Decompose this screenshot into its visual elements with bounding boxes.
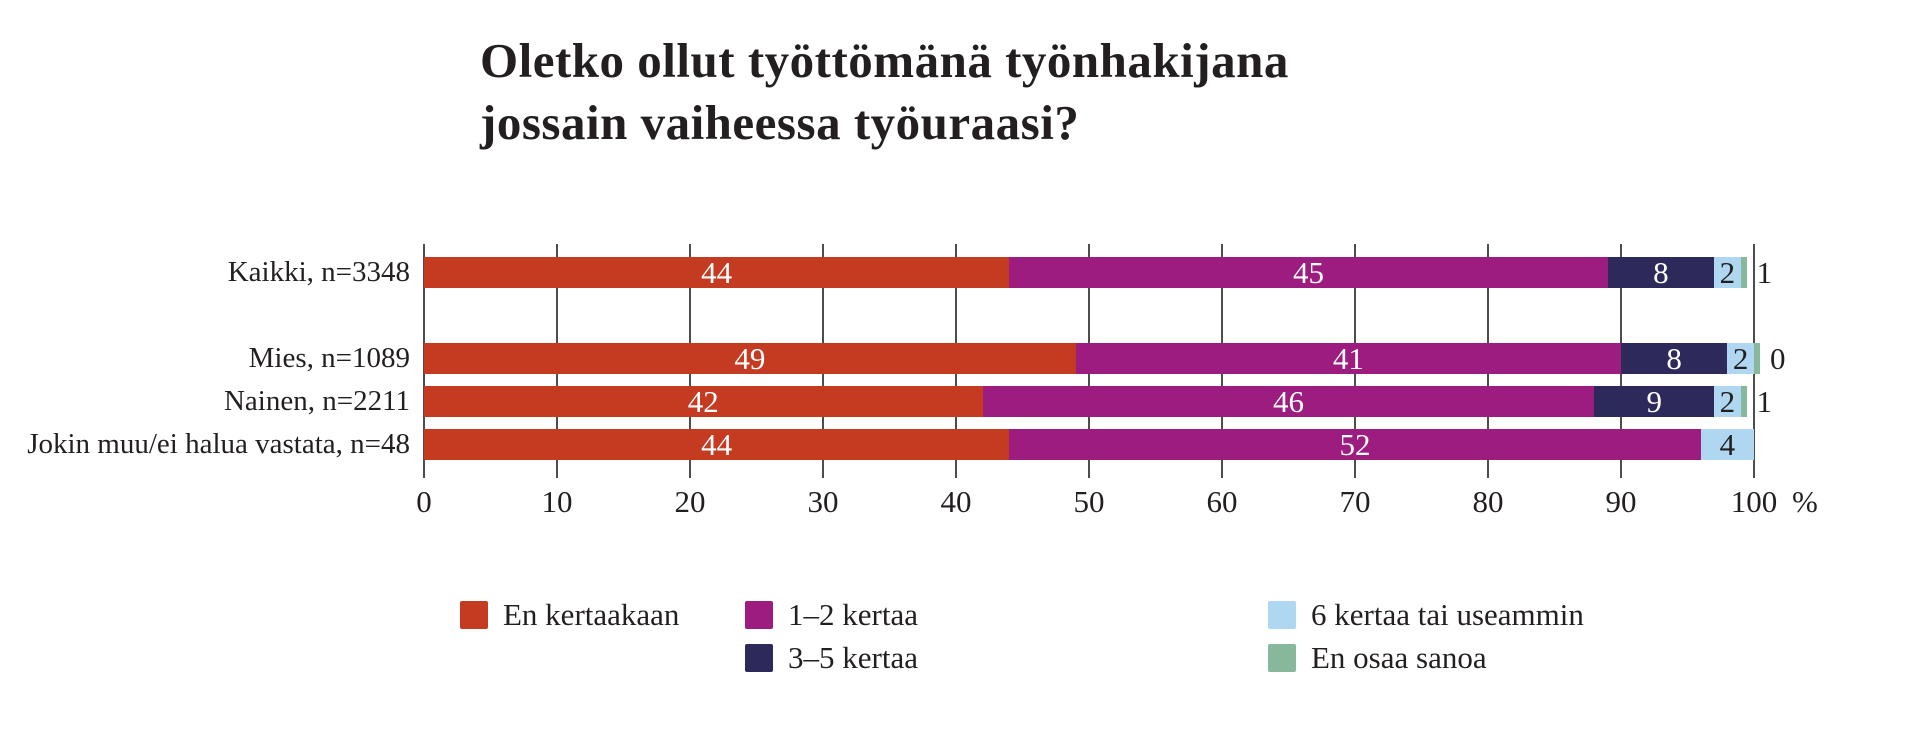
x-axis-tick-label: 70 <box>1339 484 1371 519</box>
bar-segment-en-kertaakaan: 44 <box>424 255 1010 290</box>
chart-title-line-1: Oletko ollut työttömänä työnhakijana <box>480 33 1289 88</box>
x-axis-tick-label: 80 <box>1472 484 1504 519</box>
bar-segment-en-osaa-sanoa <box>1740 386 1747 417</box>
bar-value-label: 52 <box>1339 427 1371 462</box>
bar-segment-1-2-kertaa: 41 <box>1075 341 1621 376</box>
legend-item-en-osaa-sanoa: En osaa sanoa <box>1268 640 1487 676</box>
legend-swatch-3-5-kertaa <box>745 644 773 672</box>
bar-value-label: 45 <box>1292 255 1324 290</box>
x-axis-tick-label: 50 <box>1073 484 1105 519</box>
bar-value-label: 44 <box>701 255 733 290</box>
legend-swatch-1-2-kertaa <box>745 601 773 629</box>
x-axis-tick-label: 60 <box>1206 484 1238 519</box>
legend-swatch-en-kertaakaan <box>460 601 488 629</box>
x-axis-tick-label: 30 <box>807 484 839 519</box>
legend-item-1-2-kertaa: 1–2 kertaa <box>745 597 918 633</box>
bar-segment-1-2-kertaa: 46 <box>982 384 1595 419</box>
bar-value-label: 2 <box>1719 255 1736 290</box>
bar-segment-1-2-kertaa: 45 <box>1009 257 1608 288</box>
x-axis-tick-label: 100 <box>1730 484 1778 519</box>
chart-title: Oletko ollut työttömänä työnhakijana jos… <box>480 30 1289 153</box>
bar-row: 49 41 8 2 0 <box>424 343 1785 374</box>
bar-segment-3-5-kertaa: 8 <box>1607 255 1715 290</box>
bar-value-label: 42 <box>687 384 719 419</box>
bar-segment-3-5-kertaa: 8 <box>1620 341 1728 376</box>
bar-segment-3-5-kertaa: 9 <box>1594 384 1715 419</box>
bar-segment-en-kertaakaan: 44 <box>424 427 1010 462</box>
legend-label: En osaa sanoa <box>1311 640 1487 675</box>
bar-row: 42 46 9 2 1 <box>424 386 1772 417</box>
category-label: Mies, n=1089 <box>248 342 410 374</box>
legend-label: 3–5 kertaa <box>788 640 918 675</box>
bar-value-label: 8 <box>1666 341 1682 376</box>
bar-segment-en-kertaakaan: 42 <box>424 386 983 417</box>
legend-label: 1–2 kertaa <box>788 597 918 632</box>
category-label: Jokin muu/ei halua vastata, n=48 <box>27 428 410 460</box>
x-axis-tick-label: 20 <box>674 484 706 519</box>
legend-item-en-kertaakaan: En kertaakaan <box>460 597 679 633</box>
legend-label: En kertaakaan <box>503 597 680 632</box>
legend-label: 6 kertaa tai useammin <box>1311 597 1584 632</box>
legend-swatch-en-osaa-sanoa <box>1268 644 1296 672</box>
x-axis-tick-label: 0 <box>416 484 432 519</box>
bar-segment-1-2-kertaa: 52 <box>1009 429 1701 460</box>
bar-value-label: 2 <box>1719 384 1736 419</box>
bar-value-label: 9 <box>1646 384 1662 419</box>
chart-title-line-2: jossain vaiheessa työuraasi? <box>480 94 1080 150</box>
bar-segment-en-osaa-sanoa <box>1740 257 1747 288</box>
x-axis-tick-label: 10 <box>541 484 573 519</box>
x-axis-unit-label: % <box>1792 484 1818 519</box>
bar-segment-6-kertaa-tai-useammin: 2 <box>1714 257 1741 288</box>
bar-segment-en-osaa-sanoa <box>1753 343 1760 374</box>
bar-segment-6-kertaa-tai-useammin: 2 <box>1727 343 1754 374</box>
x-axis-tick-label: 40 <box>940 484 972 519</box>
bar-value-label: 8 <box>1653 255 1669 290</box>
legend-item-3-5-kertaa: 3–5 kertaa <box>745 640 918 676</box>
bar-outside-value-label: 0 <box>1769 341 1786 376</box>
bar-value-label: 4 <box>1719 427 1736 462</box>
bar-value-label: 46 <box>1272 384 1304 419</box>
bar-segment-en-kertaakaan: 49 <box>424 343 1076 374</box>
bar-segment-6-kertaa-tai-useammin: 2 <box>1714 386 1741 417</box>
bar-value-label: 2 <box>1732 341 1749 376</box>
bar-outside-value-label: 1 <box>1756 255 1773 290</box>
legend-swatch-6-kertaa-tai-useammin <box>1268 601 1296 629</box>
legend-item-6-kertaa-tai-useammin: 6 kertaa tai useammin <box>1268 597 1584 633</box>
x-axis-tick-label: 90 <box>1605 484 1637 519</box>
bar-outside-value-label: 1 <box>1756 384 1773 419</box>
bar-value-label: 44 <box>701 427 733 462</box>
bar-row: 44 45 8 2 1 <box>424 257 1772 288</box>
bar-value-label: 41 <box>1332 341 1364 376</box>
category-label: Kaikki, n=3348 <box>227 256 410 288</box>
bar-row: 44 52 4 <box>424 429 1754 460</box>
bar-segment-6-kertaa-tai-useammin: 4 <box>1700 427 1754 462</box>
bar-value-label: 49 <box>734 341 766 376</box>
category-label: Nainen, n=2211 <box>223 385 410 417</box>
